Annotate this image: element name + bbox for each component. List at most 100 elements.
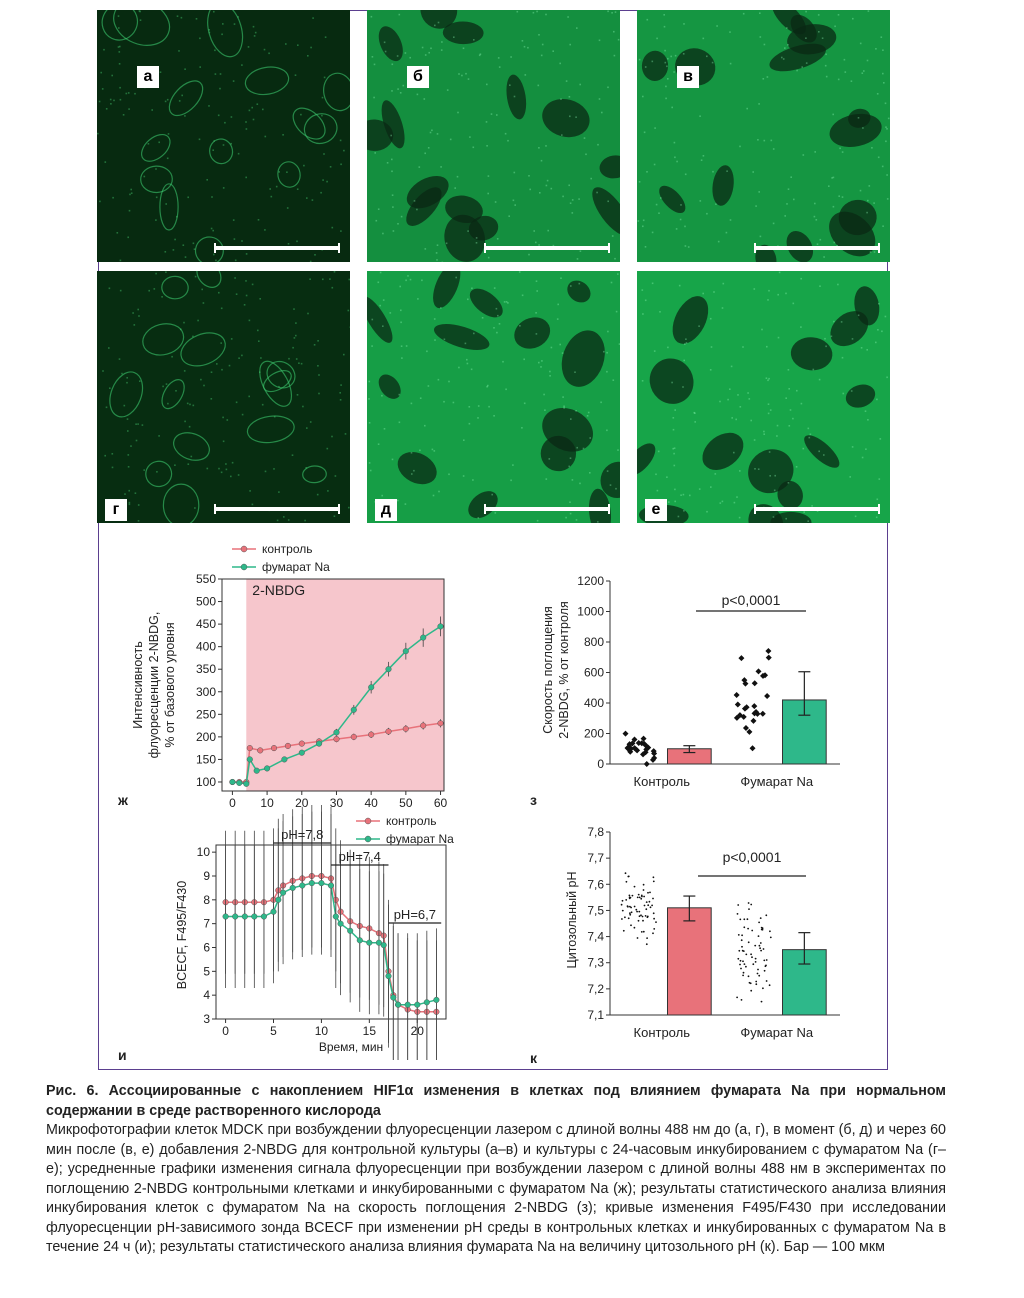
noise-speckle bbox=[589, 437, 591, 439]
cell-shape bbox=[381, 100, 405, 149]
noise-speckle bbox=[253, 35, 256, 37]
noise-speckle bbox=[830, 335, 833, 338]
noise-speckle bbox=[369, 469, 372, 472]
noise-speckle bbox=[653, 163, 656, 166]
noise-speckle bbox=[884, 315, 887, 318]
data-point bbox=[758, 974, 761, 977]
y-tick-label: 0 bbox=[597, 757, 604, 771]
noise-speckle bbox=[540, 54, 543, 57]
noise-speckle bbox=[873, 202, 875, 204]
data-point bbox=[333, 729, 340, 736]
noise-speckle bbox=[651, 282, 654, 285]
noise-speckle bbox=[833, 320, 835, 323]
y-tick-label: 7,6 bbox=[587, 877, 604, 891]
noise-speckle bbox=[283, 516, 285, 518]
noise-speckle bbox=[796, 69, 798, 72]
noise-speckle bbox=[467, 230, 469, 232]
noise-speckle bbox=[574, 371, 576, 373]
y-axis-label: Цитозольный pH bbox=[565, 871, 579, 968]
noise-speckle bbox=[816, 243, 819, 245]
noise-speckle bbox=[174, 464, 176, 466]
data-point bbox=[627, 875, 630, 878]
data-point bbox=[624, 745, 631, 752]
noise-speckle bbox=[537, 84, 540, 87]
noise-speckle bbox=[735, 418, 737, 421]
legend-label: фумарат Na bbox=[262, 560, 330, 574]
data-point bbox=[423, 999, 430, 1006]
noise-speckle bbox=[682, 493, 685, 496]
noise-speckle bbox=[693, 411, 695, 414]
noise-speckle bbox=[493, 415, 495, 417]
noise-speckle bbox=[238, 357, 240, 359]
micrograph-label: е bbox=[645, 499, 667, 521]
noise-speckle bbox=[832, 113, 834, 116]
data-point bbox=[318, 880, 325, 887]
data-point bbox=[402, 725, 409, 732]
noise-speckle bbox=[884, 102, 887, 105]
noise-speckle bbox=[596, 191, 598, 194]
noise-speckle bbox=[118, 63, 121, 65]
noise-speckle bbox=[866, 349, 868, 351]
data-point bbox=[763, 969, 766, 972]
data-point bbox=[736, 996, 738, 999]
cell-shape bbox=[540, 435, 577, 472]
data-point bbox=[740, 939, 743, 942]
noise-speckle bbox=[867, 10, 870, 12]
cell-shape bbox=[140, 133, 171, 162]
data-point bbox=[651, 904, 653, 907]
noise-speckle bbox=[712, 170, 714, 173]
y-tick-label: 10 bbox=[197, 845, 211, 859]
noise-speckle bbox=[683, 510, 685, 512]
noise-speckle bbox=[673, 464, 676, 467]
noise-speckle bbox=[224, 121, 226, 124]
noise-speckle bbox=[111, 74, 113, 77]
noise-speckle bbox=[709, 317, 712, 320]
noise-speckle bbox=[148, 289, 150, 292]
noise-speckle bbox=[291, 454, 294, 456]
data-point bbox=[253, 767, 260, 774]
noise-speckle bbox=[508, 215, 510, 217]
data-point bbox=[739, 959, 742, 962]
noise-speckle bbox=[753, 439, 756, 441]
noise-speckle bbox=[802, 154, 805, 156]
noise-speckle bbox=[496, 331, 498, 334]
noise-speckle bbox=[309, 260, 312, 262]
noise-speckle bbox=[541, 43, 544, 46]
noise-speckle bbox=[404, 52, 407, 54]
data-point bbox=[633, 905, 636, 908]
cell-shape bbox=[672, 296, 709, 344]
data-point bbox=[627, 917, 630, 920]
noise-speckle bbox=[134, 492, 137, 494]
noise-speckle bbox=[533, 230, 535, 232]
x-category-label: Фумарат Na bbox=[740, 1025, 814, 1040]
y-tick-label: 8 bbox=[203, 893, 210, 907]
noise-speckle bbox=[680, 204, 682, 206]
noise-speckle bbox=[264, 135, 267, 138]
cell-shape bbox=[207, 10, 244, 58]
significance-label: p<0,0001 bbox=[722, 592, 781, 608]
noise-speckle bbox=[245, 121, 247, 123]
noise-speckle bbox=[448, 473, 450, 476]
noise-speckle bbox=[876, 398, 878, 401]
noise-speckle bbox=[823, 454, 825, 456]
noise-speckle bbox=[787, 482, 790, 484]
cell-shape bbox=[748, 504, 784, 523]
noise-speckle bbox=[379, 271, 382, 274]
noise-speckle bbox=[137, 520, 140, 522]
noise-speckle bbox=[505, 388, 507, 391]
data-point bbox=[627, 905, 629, 908]
noise-speckle bbox=[768, 289, 770, 292]
noise-speckle bbox=[850, 80, 853, 82]
noise-speckle bbox=[706, 510, 708, 513]
noise-speckle bbox=[158, 141, 160, 144]
noise-speckle bbox=[166, 98, 169, 101]
noise-speckle bbox=[176, 15, 179, 17]
data-point bbox=[621, 899, 624, 902]
data-point bbox=[768, 984, 771, 987]
noise-speckle bbox=[569, 501, 571, 503]
cell-shape bbox=[445, 195, 483, 224]
noise-speckle bbox=[819, 285, 821, 287]
noise-speckle bbox=[882, 72, 884, 75]
data-point bbox=[762, 948, 765, 950]
noise-speckle bbox=[521, 40, 524, 42]
